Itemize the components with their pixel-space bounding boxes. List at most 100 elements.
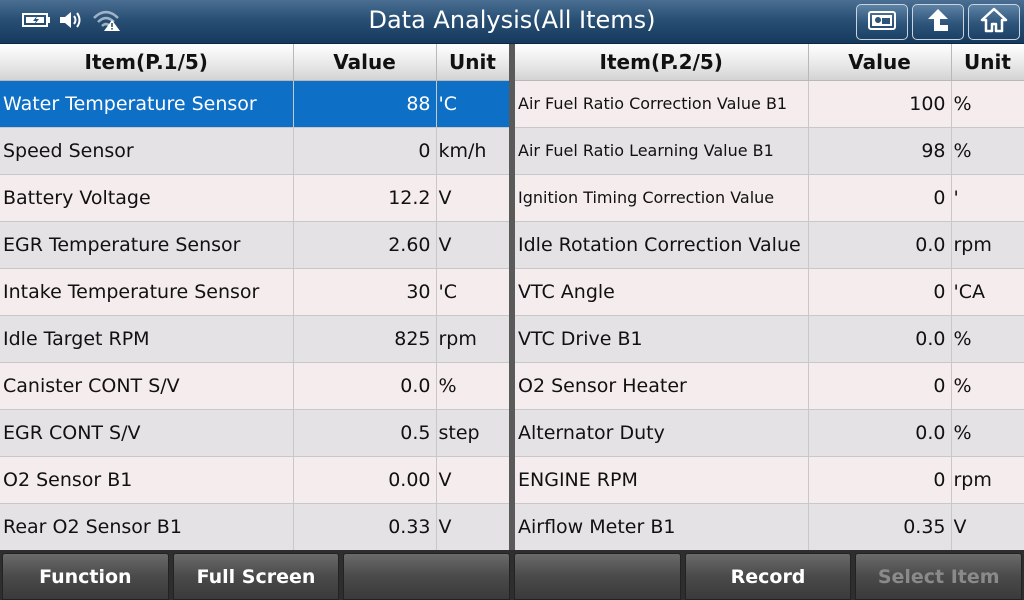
value-cell: 30 xyxy=(293,268,437,316)
table-header-row: Item(P.2/5) Value Unit xyxy=(515,44,1024,81)
column-header-item[interactable]: Item(P.1/5) xyxy=(0,44,294,81)
unit-cell: % xyxy=(951,315,1024,363)
left-data-table: Item(P.1/5) Value Unit Water Temperature… xyxy=(0,44,510,551)
column-header-value: Value xyxy=(293,44,437,81)
full-screen-button[interactable]: Full Screen xyxy=(172,553,340,600)
status-icons xyxy=(22,8,128,36)
title-bar: Data Analysis(All Items) xyxy=(0,0,1024,44)
function-button[interactable]: Function xyxy=(2,553,169,600)
value-cell: 0.35 xyxy=(808,503,952,551)
unit-cell: rpm xyxy=(951,456,1024,504)
wifi-warning-icon xyxy=(92,8,122,36)
table-row[interactable]: Airflow Meter B1 0.35 V xyxy=(515,503,1024,551)
value-cell: 0 xyxy=(808,174,952,222)
bottom-toolbar: Function Full Screen Record Select Item xyxy=(0,550,1024,600)
table-header-row: Item(P.1/5) Value Unit xyxy=(0,44,510,81)
item-cell: ENGINE RPM xyxy=(515,456,809,504)
unit-cell: rpm xyxy=(436,315,510,363)
item-cell: Idle Rotation Correction Value xyxy=(515,221,809,269)
table-row[interactable]: Rear O2 Sensor B1 0.33 V xyxy=(0,503,510,551)
unit-cell: 'C xyxy=(436,80,510,128)
back-icon xyxy=(924,7,952,37)
table-row[interactable]: Air Fuel Ratio Correction Value B1 100% xyxy=(515,80,1024,128)
screenshot-icon xyxy=(867,9,897,35)
unit-cell: V xyxy=(436,221,510,269)
table-row[interactable]: VTC Angle 0 'CA xyxy=(515,268,1024,316)
table-row[interactable]: Idle Target RPM 825 rpm xyxy=(0,315,510,363)
item-cell: Air Fuel Ratio Correction Value B1 xyxy=(515,80,809,128)
value-cell: 0.0 xyxy=(808,409,952,457)
item-cell: VTC Angle xyxy=(515,268,809,316)
page-title: Data Analysis(All Items) xyxy=(368,6,656,34)
unit-cell: step xyxy=(436,409,510,457)
value-cell: 0.00 xyxy=(293,456,437,504)
table-row[interactable]: Water Temperature Sensor 88 'C xyxy=(0,80,510,128)
table-row[interactable]: Air Fuel Ratio Learning Value B1 98% xyxy=(515,127,1024,175)
table-row[interactable]: Ignition Timing Correction Value 0 ' xyxy=(515,174,1024,222)
value-cell: 0 xyxy=(808,268,952,316)
unit-cell: 'C xyxy=(436,268,510,316)
toolbar-blank-button-1[interactable] xyxy=(343,553,511,600)
value-cell: 0 xyxy=(808,362,952,410)
table-row[interactable]: ENGINE RPM 0 rpm xyxy=(515,456,1024,504)
item-cell: Rear O2 Sensor B1 xyxy=(0,503,294,551)
toolbar-blank-button-2[interactable] xyxy=(514,553,681,600)
speaker-icon xyxy=(58,9,86,35)
unit-cell: % xyxy=(951,362,1024,410)
unit-cell: km/h xyxy=(436,127,510,175)
unit-cell: V xyxy=(436,174,510,222)
column-header-value: Value xyxy=(808,44,952,81)
item-cell: Water Temperature Sensor xyxy=(0,80,294,128)
table-row[interactable]: Idle Rotation Correction Value 0.0 rpm xyxy=(515,221,1024,269)
value-cell: 0.5 xyxy=(293,409,437,457)
table-row[interactable]: O2 Sensor B1 0.00 V xyxy=(0,456,510,504)
right-data-table: Item(P.2/5) Value Unit Air Fuel Ratio Co… xyxy=(515,44,1024,551)
value-cell: 0.0 xyxy=(808,221,952,269)
select-item-button[interactable]: Select Item xyxy=(855,553,1023,600)
item-cell: EGR CONT S/V xyxy=(0,409,294,457)
table-row[interactable]: EGR CONT S/V 0.5 step xyxy=(0,409,510,457)
item-cell: EGR Temperature Sensor xyxy=(0,221,294,269)
home-button[interactable] xyxy=(968,4,1020,40)
value-cell: 0.0 xyxy=(293,362,437,410)
value-cell: 98 xyxy=(808,127,952,175)
column-header-unit: Unit xyxy=(951,44,1024,81)
item-cell: Ignition Timing Correction Value xyxy=(515,174,809,222)
value-cell: 0.0 xyxy=(808,315,952,363)
unit-cell: V xyxy=(951,503,1024,551)
screenshot-button[interactable] xyxy=(856,4,908,40)
table-row[interactable]: Battery Voltage 12.2 V xyxy=(0,174,510,222)
back-button[interactable] xyxy=(912,4,964,40)
value-cell: 0 xyxy=(293,127,437,175)
item-cell: Battery Voltage xyxy=(0,174,294,222)
column-header-item[interactable]: Item(P.2/5) xyxy=(515,44,809,81)
value-cell: 825 xyxy=(293,315,437,363)
item-cell: Intake Temperature Sensor xyxy=(0,268,294,316)
table-row[interactable]: Canister CONT S/V 0.0% xyxy=(0,362,510,410)
table-row[interactable]: Intake Temperature Sensor 30 'C xyxy=(0,268,510,316)
value-cell: 88 xyxy=(293,80,437,128)
table-row[interactable]: O2 Sensor Heater 0% xyxy=(515,362,1024,410)
item-cell: O2 Sensor B1 xyxy=(0,456,294,504)
value-cell: 100 xyxy=(808,80,952,128)
table-row[interactable]: VTC Drive B1 0.0% xyxy=(515,315,1024,363)
item-cell: Canister CONT S/V xyxy=(0,362,294,410)
unit-cell: % xyxy=(436,362,510,410)
table-divider xyxy=(509,44,515,550)
unit-cell: % xyxy=(951,80,1024,128)
item-cell: O2 Sensor Heater xyxy=(515,362,809,410)
record-button[interactable]: Record xyxy=(684,553,852,600)
unit-cell: % xyxy=(951,409,1024,457)
item-cell: Airflow Meter B1 xyxy=(515,503,809,551)
item-cell: Alternator Duty xyxy=(515,409,809,457)
table-row[interactable]: Alternator Duty 0.0% xyxy=(515,409,1024,457)
table-row[interactable]: Speed Sensor 0 km/h xyxy=(0,127,510,175)
unit-cell: V xyxy=(436,503,510,551)
unit-cell: 'CA xyxy=(951,268,1024,316)
item-cell: Idle Target RPM xyxy=(0,315,294,363)
unit-cell: % xyxy=(951,127,1024,175)
value-cell: 2.60 xyxy=(293,221,437,269)
unit-cell: rpm xyxy=(951,221,1024,269)
table-row[interactable]: EGR Temperature Sensor 2.60 V xyxy=(0,221,510,269)
